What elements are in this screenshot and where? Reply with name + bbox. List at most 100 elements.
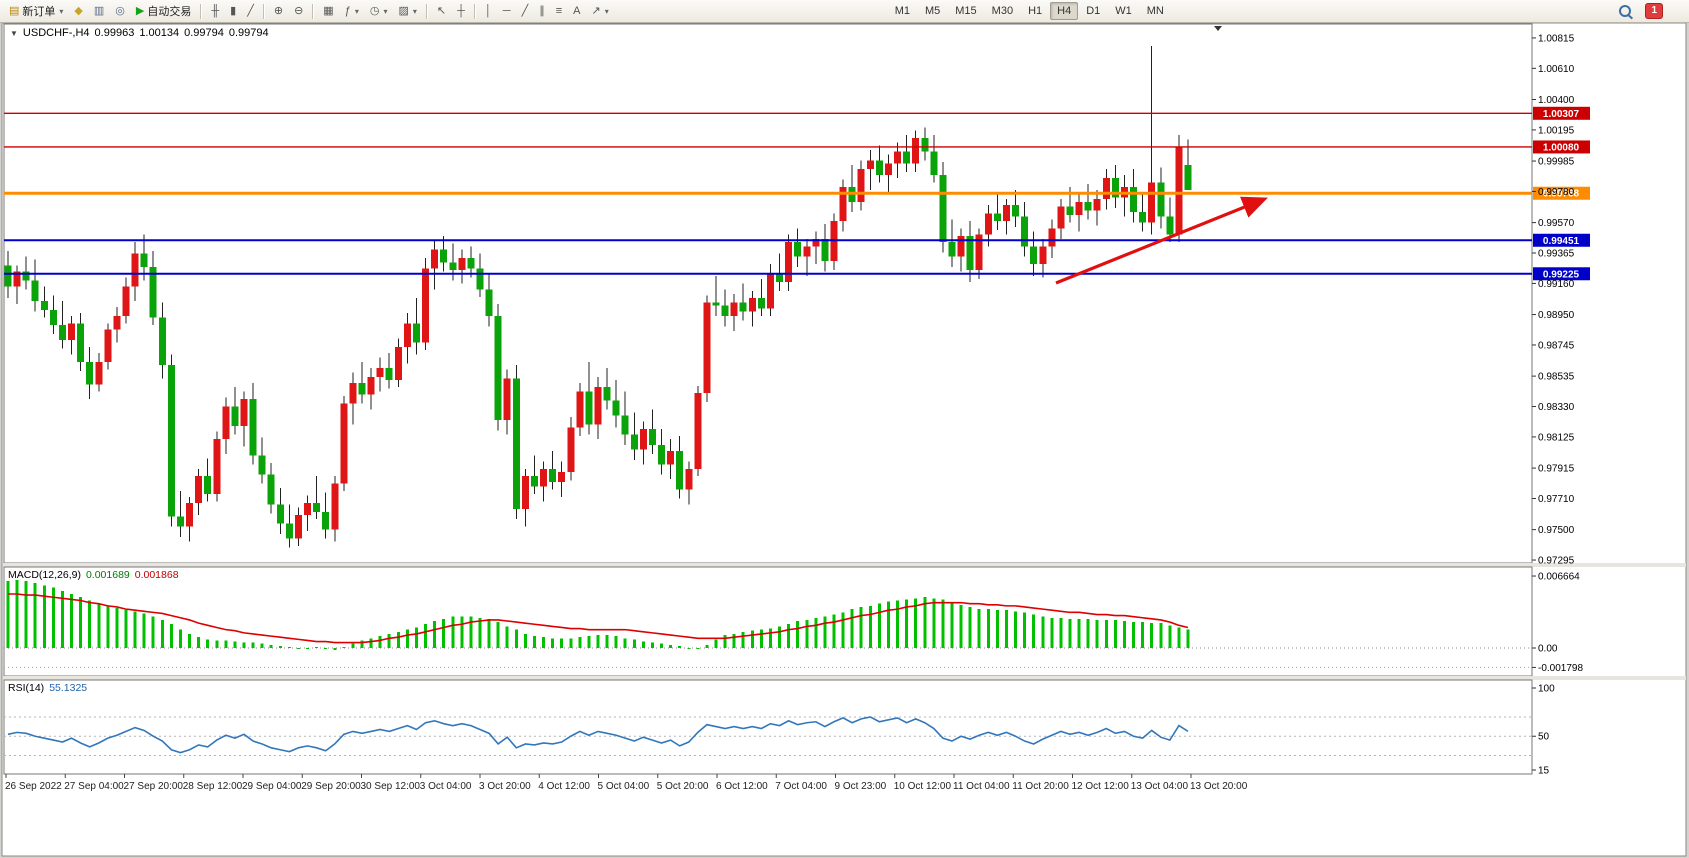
panel-splitter[interactable] — [3, 676, 1686, 680]
indicators-icon-glyph: ƒ — [344, 4, 351, 17]
candle — [503, 378, 511, 420]
periods-icon-glyph: ◷ — [369, 4, 380, 17]
market-watch-icon[interactable]: ▥ — [89, 0, 109, 22]
price-axis-label: 0.98745 — [1538, 340, 1575, 351]
candle — [322, 511, 330, 530]
candle — [267, 474, 275, 505]
bar-chart-icon-glyph: ╫ — [211, 4, 220, 17]
arrows-icon[interactable]: ↗ ▾ — [586, 0, 613, 22]
candle — [158, 317, 166, 365]
zoom-out-icon-glyph: ⊖ — [294, 4, 304, 17]
vertical-line-icon[interactable]: │ — [480, 0, 497, 22]
price-tag-label: 1.00307 — [1543, 109, 1580, 120]
candle — [431, 249, 439, 269]
periods-icon[interactable]: ◷ ▾ — [365, 0, 393, 22]
candle — [331, 483, 339, 530]
rsi-label-bar: RSI(14) 55.1325 — [8, 682, 87, 694]
metaeditor-icon[interactable]: ◆ — [69, 0, 87, 22]
templates-icon[interactable]: ▨ ▾ — [393, 0, 421, 22]
crosshair-icon[interactable]: ┼ — [452, 0, 470, 22]
timeframe-button-H4[interactable]: H4 — [1050, 2, 1079, 20]
channel-icon[interactable]: ∥ — [534, 0, 550, 22]
candle — [685, 468, 693, 490]
ohlc-high: 1.00134 — [139, 27, 180, 39]
candle — [1130, 187, 1138, 213]
timeframe-button-W1[interactable]: W1 — [1115, 5, 1132, 17]
horizontal-line-icon[interactable]: ─ — [498, 0, 516, 22]
candle — [1184, 164, 1192, 190]
chevron-down-icon: ▾ — [383, 6, 388, 16]
timeframe-button-M5[interactable]: M5 — [924, 5, 941, 17]
candle — [984, 213, 992, 235]
macd-signal-line — [8, 593, 1189, 644]
price-tag-label: 0.99225 — [1543, 269, 1580, 280]
new-order-button[interactable]: ▤ 新订单 ▾ — [4, 0, 68, 22]
candle — [276, 504, 284, 524]
timeframe-button-D1[interactable]: D1 — [1086, 5, 1101, 17]
cursor-icon[interactable]: ↖ — [432, 0, 451, 22]
tile-windows-icon[interactable]: ▦ — [318, 0, 338, 22]
candle — [104, 329, 112, 363]
navigator-icon[interactable]: ◎ — [110, 0, 130, 22]
time-axis-label: 29 Sep 20:00 — [301, 781, 361, 792]
candle — [757, 298, 765, 309]
metaeditor-icon-glyph: ◆ — [74, 4, 83, 17]
timeframe-button-M15[interactable]: M15 — [955, 5, 977, 17]
candle — [167, 364, 175, 517]
time-axis-label: 6 Oct 12:00 — [716, 781, 768, 792]
candle — [412, 323, 420, 343]
timeframe-button-MN[interactable]: MN — [1146, 5, 1164, 17]
candle — [857, 169, 865, 202]
candle — [422, 268, 430, 343]
text-icon[interactable]: A — [568, 0, 585, 22]
new-order-button-label: 新订单 — [22, 6, 56, 18]
candle — [839, 187, 847, 222]
zoom-out-icon[interactable]: ⊖ — [289, 0, 308, 22]
candle — [721, 305, 729, 317]
candle — [549, 468, 557, 483]
line-chart-icon[interactable]: ╱ — [242, 0, 259, 22]
macd-panel — [3, 566, 1533, 677]
trendline-icon[interactable]: ╱ — [517, 0, 534, 22]
zoom-in-icon[interactable]: ⊕ — [269, 0, 288, 22]
candle — [485, 289, 493, 317]
market-watch-icon-glyph: ▥ — [93, 4, 105, 17]
candlestick-chart-icon[interactable]: ▮ — [225, 0, 241, 22]
macd-signal-value: 0.001868 — [134, 569, 179, 581]
fibonacci-icon-glyph: ≡ — [555, 4, 563, 17]
line-chart-icon-glyph: ╱ — [247, 4, 254, 17]
timeframe-button-M30[interactable]: M30 — [991, 5, 1014, 17]
timeframe-button-M1[interactable]: M1 — [894, 5, 910, 17]
search-icon[interactable] — [1619, 5, 1632, 17]
candle — [449, 262, 457, 271]
macd-label-bar: MACD(12,26,9) 0.001689 0.001868 — [8, 569, 179, 581]
panel-splitter[interactable] — [3, 563, 1686, 567]
price-tag-label: 1.00080 — [1543, 142, 1580, 153]
autotrading-button[interactable]: ▶ 自动交易 — [131, 0, 196, 22]
chart-expand-icon[interactable]: ▼ — [10, 28, 18, 38]
ohlc-open: 0.99963 — [94, 27, 135, 39]
candle — [921, 138, 929, 152]
notification-badge[interactable]: 1 — [1645, 3, 1663, 19]
chart-shift-marker[interactable] — [1214, 26, 1222, 31]
time-axis-label: 13 Oct 20:00 — [1190, 781, 1248, 792]
candle — [585, 391, 593, 425]
candle — [258, 455, 266, 475]
candle — [249, 399, 257, 456]
candle — [22, 271, 30, 281]
candle — [349, 382, 357, 404]
time-axis-label: 5 Oct 20:00 — [657, 781, 709, 792]
fibonacci-icon[interactable]: ≡ — [551, 0, 567, 22]
time-axis-label: 3 Oct 04:00 — [420, 781, 472, 792]
trend-arrow[interactable] — [1055, 196, 1268, 285]
rsi-axis-label: 50 — [1538, 732, 1550, 743]
timeframe-button-H1[interactable]: H1 — [1028, 5, 1043, 17]
arrows-icon-glyph: ↗ — [591, 4, 601, 17]
candle — [1030, 246, 1038, 265]
indicators-icon[interactable]: ƒ ▾ — [340, 0, 364, 22]
rsi-value: 55.1325 — [49, 682, 88, 694]
candle — [866, 160, 874, 170]
candle — [1093, 198, 1101, 211]
bar-chart-icon[interactable]: ╫ — [206, 0, 224, 22]
